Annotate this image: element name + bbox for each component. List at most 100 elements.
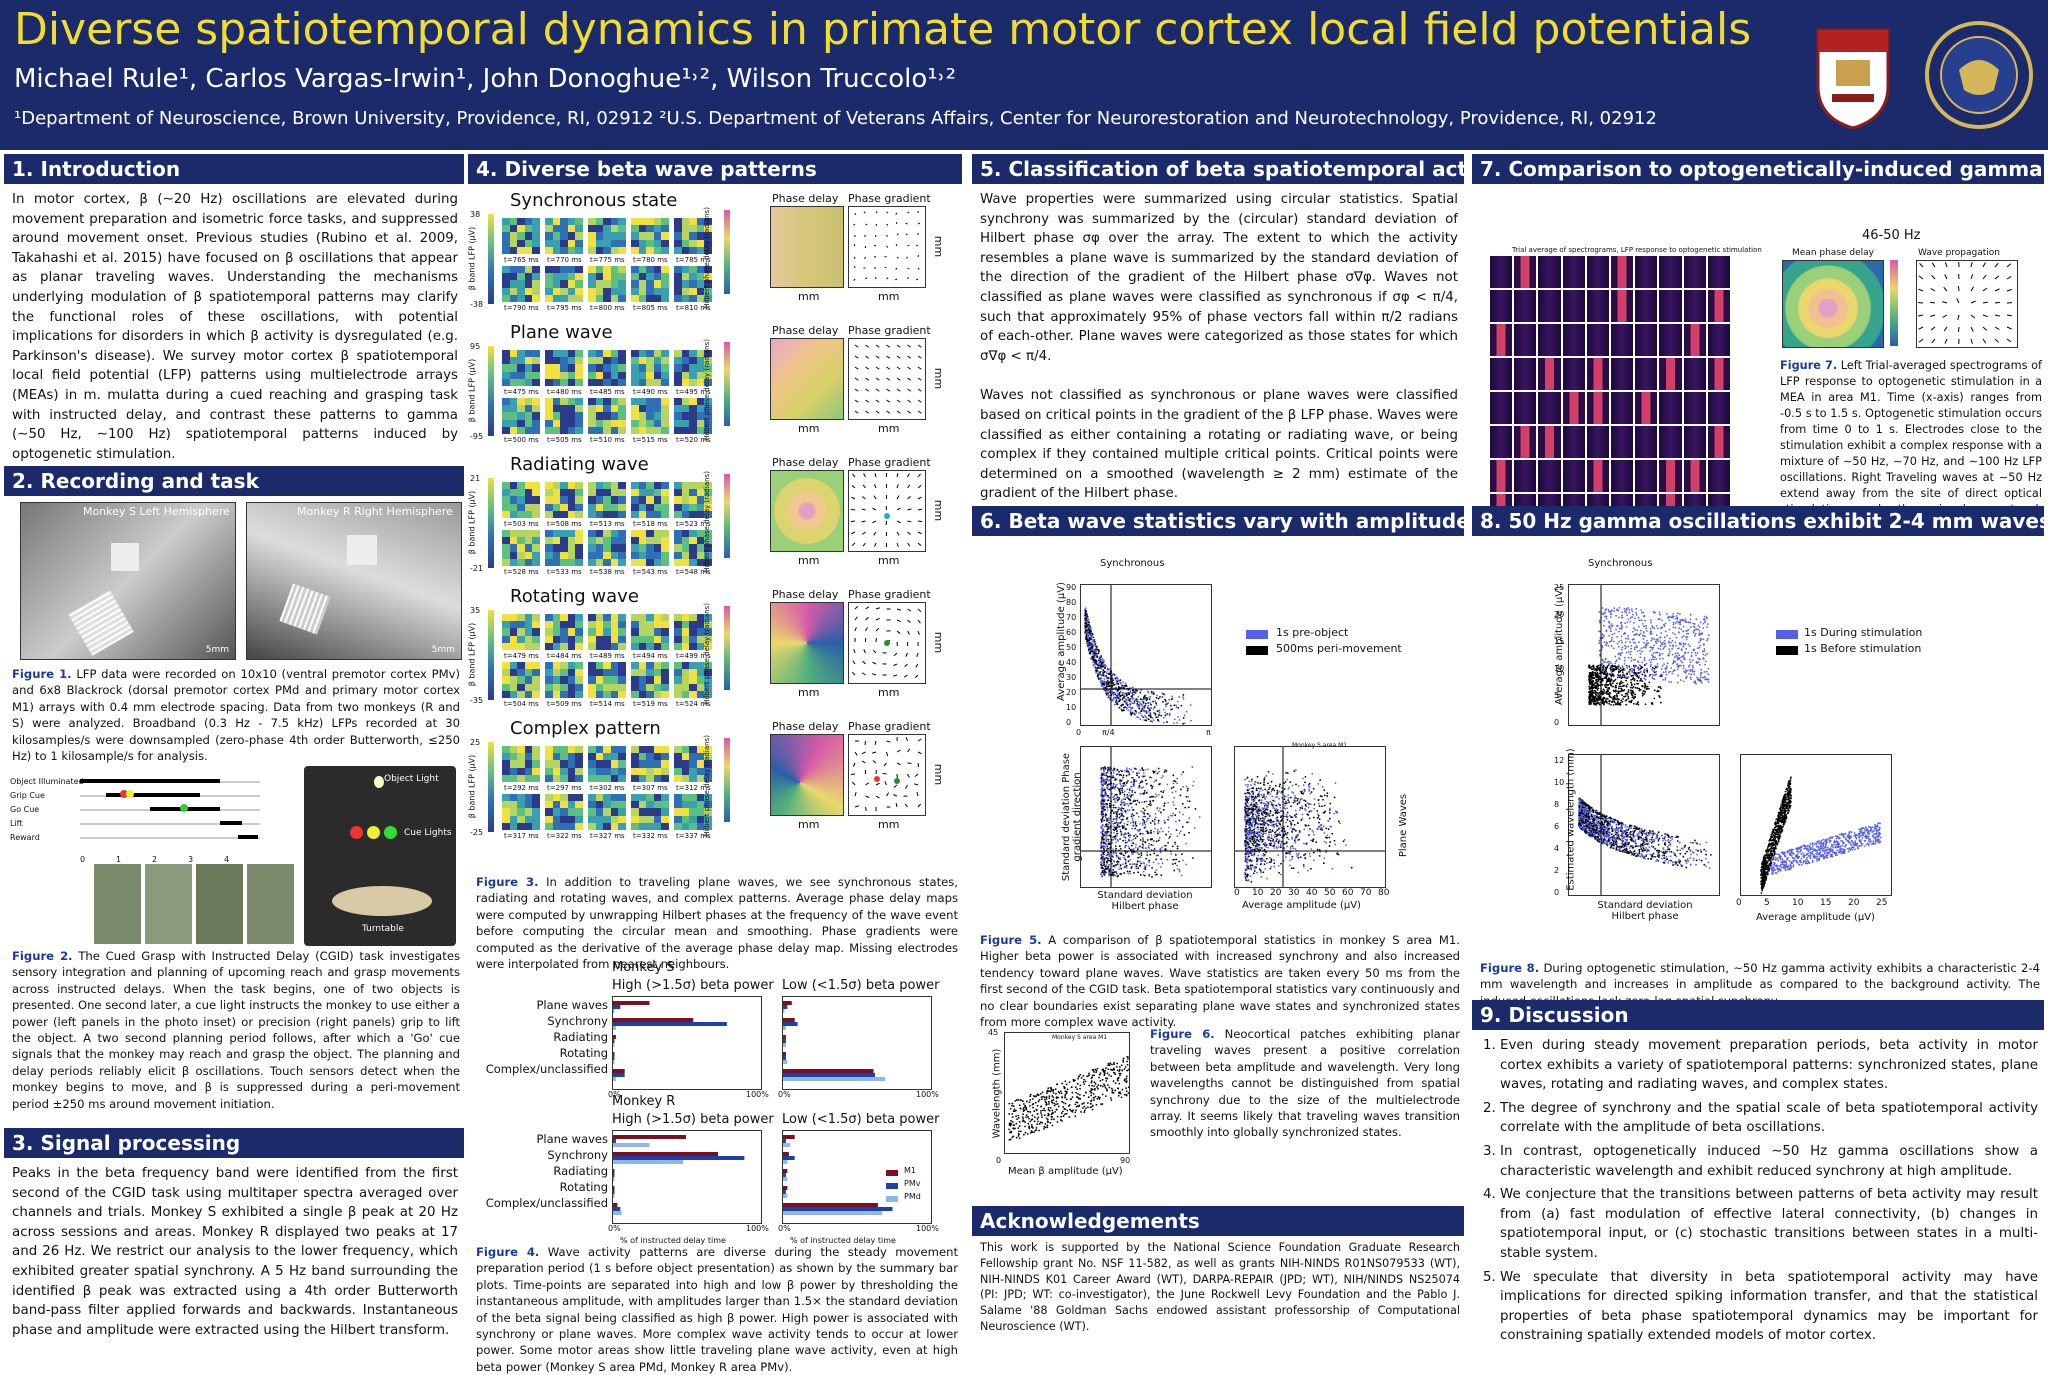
scatter-point	[1252, 793, 1254, 795]
gradient-arrow	[852, 543, 855, 546]
gradient-arrow	[866, 400, 869, 402]
scatter-point	[1132, 817, 1134, 819]
scatter-point	[1125, 699, 1127, 701]
scatter-point	[1288, 797, 1290, 799]
go-cue-icon	[180, 804, 188, 812]
scatter-point	[1169, 713, 1171, 715]
scatter-point	[1179, 719, 1181, 721]
scatter-point	[1254, 866, 1256, 868]
gradient-arrow	[852, 672, 855, 675]
scatter-point	[1113, 1062, 1115, 1064]
spectrogram-tile	[1708, 358, 1730, 390]
scatter-point	[1252, 814, 1254, 816]
scatter-point	[1630, 651, 1632, 653]
gradient-arrow	[851, 497, 855, 499]
scatter-point	[1269, 861, 1271, 863]
scatter-point	[1287, 816, 1289, 818]
scatter-point	[1116, 699, 1118, 701]
scatter-point	[1156, 710, 1158, 712]
scatter-point	[1653, 668, 1655, 670]
scatter-point	[1150, 804, 1152, 806]
scatter-point	[1144, 866, 1146, 868]
scatter-point	[1622, 666, 1624, 668]
axis-label: mm	[878, 290, 899, 303]
scatter-point	[1142, 819, 1144, 821]
object-light-icon	[374, 776, 384, 788]
scatter-point	[1107, 852, 1109, 854]
scatter-point	[1105, 790, 1107, 792]
scatter-point	[1294, 797, 1296, 799]
scatter-point	[1112, 775, 1114, 777]
scatter-point	[1125, 784, 1127, 786]
spectrogram-tile	[1611, 460, 1633, 492]
scatter-point	[1117, 773, 1119, 775]
scatter-point	[1267, 806, 1269, 808]
scatter-point	[1092, 657, 1094, 659]
phase-axis-label: Hilbert phase delay (radians)	[703, 471, 711, 573]
scatter-point	[1029, 1099, 1031, 1101]
scatter-point	[1109, 685, 1111, 687]
scatter-point	[1287, 812, 1289, 814]
scatter-point	[1113, 682, 1115, 684]
spectrogram-tile	[1490, 256, 1512, 288]
scatter-point	[1019, 1104, 1021, 1106]
spectrogram-tile	[1684, 358, 1706, 390]
scatter-point	[1177, 707, 1179, 709]
scatter-point	[1131, 791, 1133, 793]
scatter-point	[1268, 788, 1270, 790]
lfp-heatmap-frame	[631, 398, 669, 434]
scatter-point	[1119, 845, 1121, 847]
scatter-point	[1120, 868, 1122, 870]
scatter-point	[1247, 830, 1249, 832]
scatter-point	[1249, 840, 1251, 842]
scatter-point	[1299, 809, 1301, 811]
gradient-arrow	[893, 675, 897, 676]
scatter-point	[1101, 876, 1103, 878]
scatter-point	[1100, 769, 1102, 771]
lfp-colorbar	[488, 346, 494, 436]
colorbar-tick: 95	[470, 342, 480, 351]
scatter-point	[1246, 805, 1248, 807]
scatter-point	[1280, 816, 1282, 818]
scatter-point	[1117, 861, 1119, 863]
bar-chart	[782, 996, 932, 1090]
scatter-point	[1118, 1070, 1120, 1072]
scatter-point	[1118, 798, 1120, 800]
scatter-point	[1087, 645, 1089, 647]
scatter-point	[1274, 844, 1276, 846]
gradient-arrow	[866, 378, 869, 380]
scatter-point	[1310, 868, 1312, 870]
scatter-point	[1171, 695, 1173, 697]
scatter-point	[1257, 812, 1259, 814]
scatter-point	[1138, 776, 1140, 778]
scatter-point	[1249, 821, 1251, 823]
gradient-arrow	[908, 245, 910, 246]
scatter-point	[1170, 709, 1172, 711]
spectrogram-title: Trial average of spectrograms, LFP respo…	[1512, 246, 1762, 254]
scatter-point	[1110, 1075, 1112, 1077]
scatter-point	[1150, 822, 1152, 824]
x-tick: 0	[996, 1156, 1001, 1165]
gradient-arrow	[918, 763, 919, 767]
scatter-point	[1272, 830, 1274, 832]
scatter-point	[1267, 838, 1269, 840]
scatter-point	[1095, 1083, 1097, 1085]
scatter-point	[1147, 702, 1149, 704]
scatter-point	[1263, 823, 1265, 825]
propagation-arrow	[1931, 288, 1935, 291]
scatter-point	[1123, 836, 1125, 838]
scatter-point	[1142, 833, 1144, 835]
scatter-point	[1117, 678, 1119, 680]
scatter-point	[1322, 799, 1324, 801]
gradient-arrow	[885, 256, 887, 257]
scatter-point	[1012, 1103, 1014, 1105]
scatter-point	[1124, 1094, 1126, 1096]
scatter-point	[1121, 789, 1123, 791]
scatter-point	[1166, 784, 1168, 786]
scatter-point	[1129, 711, 1131, 713]
scatter-point	[1061, 1083, 1063, 1085]
scatter-point	[1020, 1108, 1022, 1110]
gradient-arrow	[908, 345, 911, 347]
scatter-point	[1269, 829, 1271, 831]
scatter-point	[1105, 824, 1107, 826]
